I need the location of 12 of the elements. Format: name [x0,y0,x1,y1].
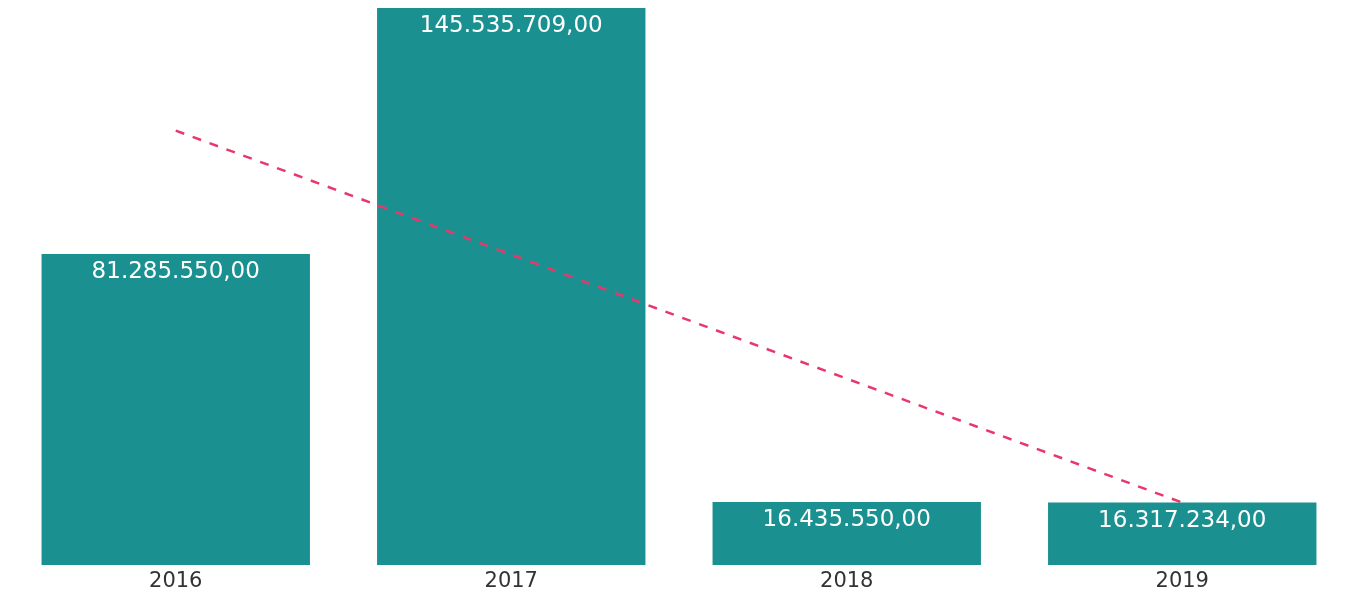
data-label: 16.435.550,00 [762,505,931,532]
x-tick-label: 2018 [820,568,874,592]
x-tick-label: 2019 [1155,568,1209,592]
x-tick-label: 2016 [149,568,203,592]
data-label: 81.285.550,00 [91,256,260,283]
bar [41,253,310,565]
data-label: 16.317.234,00 [1098,505,1267,532]
x-tick-label: 2017 [484,568,538,592]
data-label: 145.535.709,00 [419,11,603,37]
bar [712,502,981,565]
bar [1048,502,1317,565]
bar [377,8,646,565]
